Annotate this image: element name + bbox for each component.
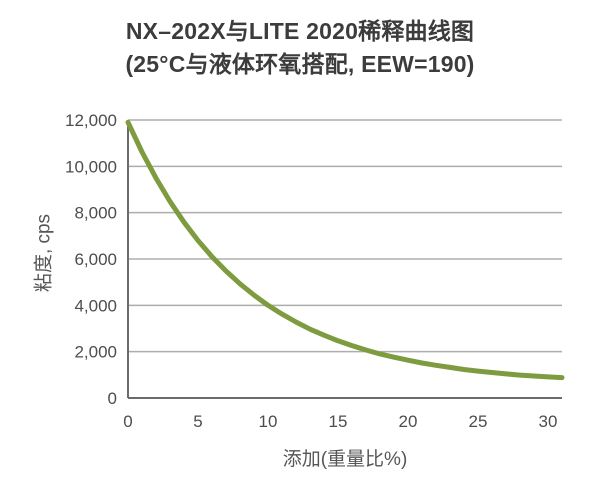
chart-title: NX–202X与LITE 2020稀释曲线图 (25°C与液体环氧搭配, EEW… <box>0 15 600 81</box>
x-tick-label: 5 <box>193 412 202 431</box>
y-tick-label: 2,000 <box>74 343 117 362</box>
dilution-curve <box>125 119 565 381</box>
y-tick-label: 4,000 <box>74 296 117 315</box>
x-axis-title: 添加(重量比%) <box>282 449 408 470</box>
x-tick-label: 20 <box>399 412 418 431</box>
y-tick-label: 8,000 <box>74 204 117 223</box>
y-tick-label: 0 <box>108 389 117 408</box>
y-tick-label: 10,000 <box>65 157 117 176</box>
x-tick-label: 15 <box>329 412 348 431</box>
x-tick-label: 10 <box>259 412 278 431</box>
chart-title-line2: (25°C与液体环氧搭配, EEW=190) <box>125 51 475 77</box>
chart-title-line1: NX–202X与LITE 2020稀释曲线图 <box>125 18 475 44</box>
y-tick-label: 6,000 <box>74 250 117 269</box>
x-tick-label: 30 <box>539 412 558 431</box>
x-tick-label: 0 <box>123 412 132 431</box>
y-tick-label: 12,000 <box>65 111 117 130</box>
x-tick-label: 25 <box>469 412 488 431</box>
